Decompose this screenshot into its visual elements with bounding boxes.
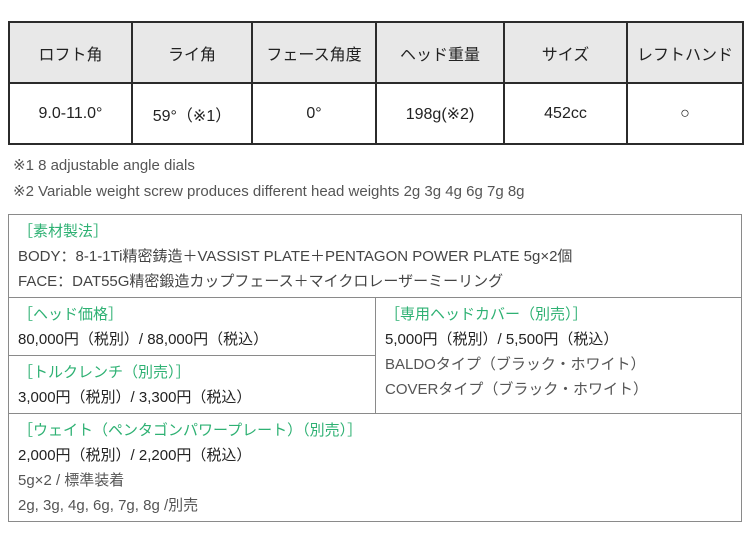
spec-header-head-weight: ヘッド重量 — [375, 21, 505, 84]
torque-wrench-heading: ［トルクレンチ（別売）］ — [18, 364, 191, 381]
material-body-line: BODY：8-1-1Ti精密鋳造＋VASSIST PLATE＋PENTAGON … — [18, 248, 573, 265]
spec-value-head-weight: 198g(※2) — [375, 82, 505, 145]
material-face-line: FACE：DAT55G精密鍛造カップフェース＋マイクロレーザーミーリング — [18, 273, 504, 290]
section-torque-wrench: ［トルクレンチ（別売）］ 3,000円（税別）/ 3,300円（税込） — [9, 355, 375, 413]
footnote-1: ※1 8 adjustable angle dials — [13, 157, 195, 174]
footnotes: ※1 8 adjustable angle dials ※2 Variable … — [8, 153, 742, 205]
spec-value-face-angle: 0° — [251, 82, 377, 145]
weight-heading: ［ウェイト（ペンタゴンパワープレート）（別売）］ — [18, 422, 363, 439]
section-weight: ［ウェイト（ペンタゴンパワープレート）（別売）］ 2,000円（税別）/ 2,2… — [9, 414, 741, 521]
head-cover-heading: ［専用ヘッドカバー（別売）］ — [385, 306, 588, 323]
head-price-heading: ［ヘッド価格］ — [18, 306, 124, 323]
detail-box: ［素材製法］ BODY：8-1-1Ti精密鋳造＋VASSIST PLATE＋PE… — [8, 214, 742, 522]
head-price-value: 80,000円（税別）/ 88,000円（税込） — [18, 331, 269, 348]
material-heading: ［素材製法］ — [18, 223, 109, 240]
spec-value-row: 9.0-11.0° 59°（※1） 0° 198g(※2) 452cc ○ — [8, 82, 744, 145]
spec-header-left-hand: レフトハンド — [626, 21, 744, 84]
head-cover-type-baldo: BALDOタイプ（ブラック・ホワイト） — [385, 356, 646, 373]
spec-value-lie: 59°（※1） — [131, 82, 253, 145]
weight-standard: 5g×2 / 標準装着 — [18, 472, 125, 489]
spec-header-row: ロフト角 ライ角 フェース角度 ヘッド重量 サイズ レフトハンド — [8, 21, 744, 84]
spec-header-size: サイズ — [503, 21, 628, 84]
head-cover-type-cover: COVERタイプ（ブラック・ホワイト） — [385, 381, 649, 398]
spec-header-face-angle: フェース角度 — [251, 21, 377, 84]
spec-header-loft: ロフト角 — [8, 21, 133, 84]
section-material: ［素材製法］ BODY：8-1-1Ti精密鋳造＋VASSIST PLATE＋PE… — [9, 215, 741, 297]
head-cover-column: ［専用ヘッドカバー（別売）］ 5,000円（税別）/ 5,500円（税込） BA… — [375, 298, 741, 413]
price-column: ［ヘッド価格］ 80,000円（税別）/ 88,000円（税込） ［トルクレンチ… — [9, 298, 375, 413]
spec-header-lie: ライ角 — [131, 21, 253, 84]
head-cover-price: 5,000円（税別）/ 5,500円（税込） — [385, 331, 619, 348]
spec-value-left-hand: ○ — [626, 82, 744, 145]
section-head-cover: ［専用ヘッドカバー（別売）］ 5,000円（税別）/ 5,500円（税込） BA… — [376, 298, 741, 405]
weight-optional: 2g, 3g, 4g, 6g, 7g, 8g /別売 — [18, 497, 199, 514]
torque-wrench-price: 3,000円（税別）/ 3,300円（税込） — [18, 389, 252, 406]
spec-table: ロフト角 ライ角 フェース角度 ヘッド重量 サイズ レフトハンド 9.0-11.… — [8, 21, 744, 145]
spec-value-loft: 9.0-11.0° — [8, 82, 133, 145]
section-head-price: ［ヘッド価格］ 80,000円（税別）/ 88,000円（税込） — [9, 298, 375, 355]
price-and-cover-row: ［ヘッド価格］ 80,000円（税別）/ 88,000円（税込） ［トルクレンチ… — [9, 297, 741, 414]
spec-value-size: 452cc — [503, 82, 628, 145]
weight-price: 2,000円（税別）/ 2,200円（税込） — [18, 447, 252, 464]
footnote-2: ※2 Variable weight screw produces differ… — [13, 183, 525, 200]
